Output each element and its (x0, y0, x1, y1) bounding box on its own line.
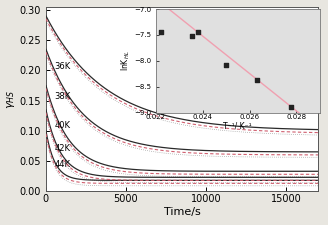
X-axis label: T⁻¹/ K⁻¹: T⁻¹/ K⁻¹ (223, 121, 252, 130)
Text: 42K: 42K (55, 144, 71, 153)
Point (158, 31, 164, 34)
Text: 36K: 36K (55, 61, 71, 70)
X-axis label: Time/s: Time/s (164, 207, 200, 217)
Text: 38K: 38K (55, 92, 71, 101)
Point (255, 79, 260, 82)
Text: 40K: 40K (55, 122, 71, 130)
Point (195, 30, 201, 34)
Y-axis label: lnK$_{HL}$: lnK$_{HL}$ (120, 50, 133, 71)
Point (223, 63, 229, 67)
Text: 44K: 44K (55, 160, 71, 169)
Point (289, 106, 294, 109)
Point (189, 34, 194, 38)
Y-axis label: $\gamma_{HS}$: $\gamma_{HS}$ (5, 90, 17, 108)
